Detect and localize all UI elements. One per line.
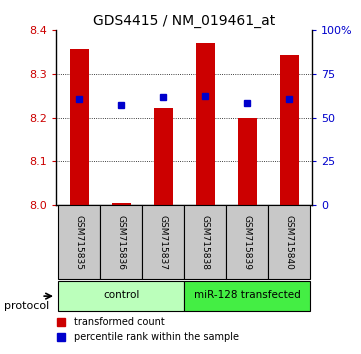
- Bar: [58, 281, 184, 311]
- Bar: [154, 108, 173, 205]
- Bar: [238, 118, 257, 205]
- Bar: [100, 205, 142, 280]
- Text: GSM715836: GSM715836: [117, 215, 126, 270]
- Text: protocol: protocol: [4, 301, 49, 311]
- Bar: [142, 205, 184, 280]
- Bar: [70, 49, 88, 205]
- Bar: [196, 43, 214, 205]
- Text: transformed count: transformed count: [74, 317, 165, 327]
- Bar: [112, 203, 131, 205]
- Title: GDS4415 / NM_019461_at: GDS4415 / NM_019461_at: [93, 14, 275, 28]
- Text: control: control: [103, 291, 139, 301]
- Text: GSM715839: GSM715839: [243, 215, 252, 270]
- Bar: [226, 205, 268, 280]
- Text: GSM715840: GSM715840: [285, 215, 293, 270]
- Bar: [184, 205, 226, 280]
- Bar: [58, 205, 100, 280]
- Bar: [268, 205, 310, 280]
- Text: GSM715835: GSM715835: [75, 215, 83, 270]
- Text: GSM715838: GSM715838: [201, 215, 210, 270]
- Bar: [184, 281, 310, 311]
- Text: GSM715837: GSM715837: [158, 215, 168, 270]
- Bar: [280, 56, 299, 205]
- Text: miR-128 transfected: miR-128 transfected: [194, 291, 300, 301]
- Text: percentile rank within the sample: percentile rank within the sample: [74, 332, 239, 342]
